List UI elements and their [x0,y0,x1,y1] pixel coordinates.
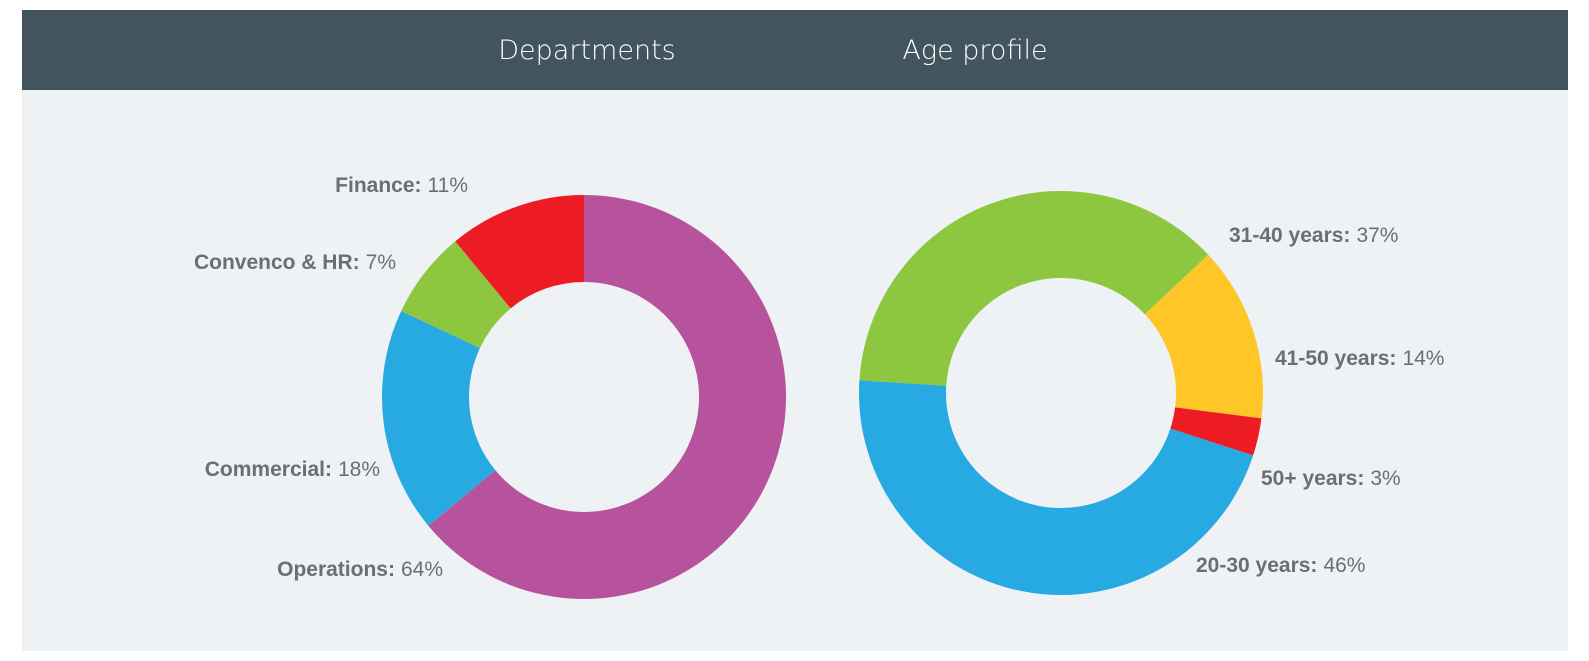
slice-value: 3% [1370,467,1400,490]
header [22,10,1568,90]
donut-slice [382,310,496,526]
slice-value: 18% [338,458,380,481]
slice-value: 14% [1402,347,1444,370]
donut-slice [455,195,584,309]
slice-name: 41-50 years: [1275,347,1396,370]
slice-value: 64% [401,558,443,581]
slice-name: 50+ years: [1261,467,1364,490]
slice-name: Convenco & HR: [194,251,360,274]
slice-label: Commercial: 18% [205,458,380,481]
slice-label: 31-40 years: 37% [1229,224,1398,247]
slice-value: 7% [366,251,396,274]
panel [22,10,1568,651]
slice-label: Operations: 64% [277,558,443,581]
chart-title: Age profile [902,35,1047,66]
donut-slice [428,195,786,599]
slice-label: Convenco & HR: 7% [194,251,396,274]
slice-value: 11% [428,174,468,197]
donut-slice [1170,407,1262,456]
slice-name: 31-40 years: [1229,224,1350,247]
slice-name: 20-30 years: [1196,554,1317,577]
slice-value: 46% [1323,554,1365,577]
slice-name: Commercial: [205,458,332,481]
slice-value: 37% [1356,224,1398,247]
slice-label: 41-50 years: 14% [1275,347,1444,370]
donut-slice [859,380,1254,596]
donut-slice [859,190,1209,386]
donut-slice [401,241,511,349]
slice-name: Operations: [277,558,395,581]
donut-slice [1144,254,1263,419]
chart-title: Departments [498,35,675,66]
slice-label: 20-30 years: 46% [1196,554,1365,577]
slice-label: 50+ years: 3% [1261,467,1401,490]
slice-label: Finance: 11% [335,174,468,197]
slice-name: Finance: [335,174,421,197]
